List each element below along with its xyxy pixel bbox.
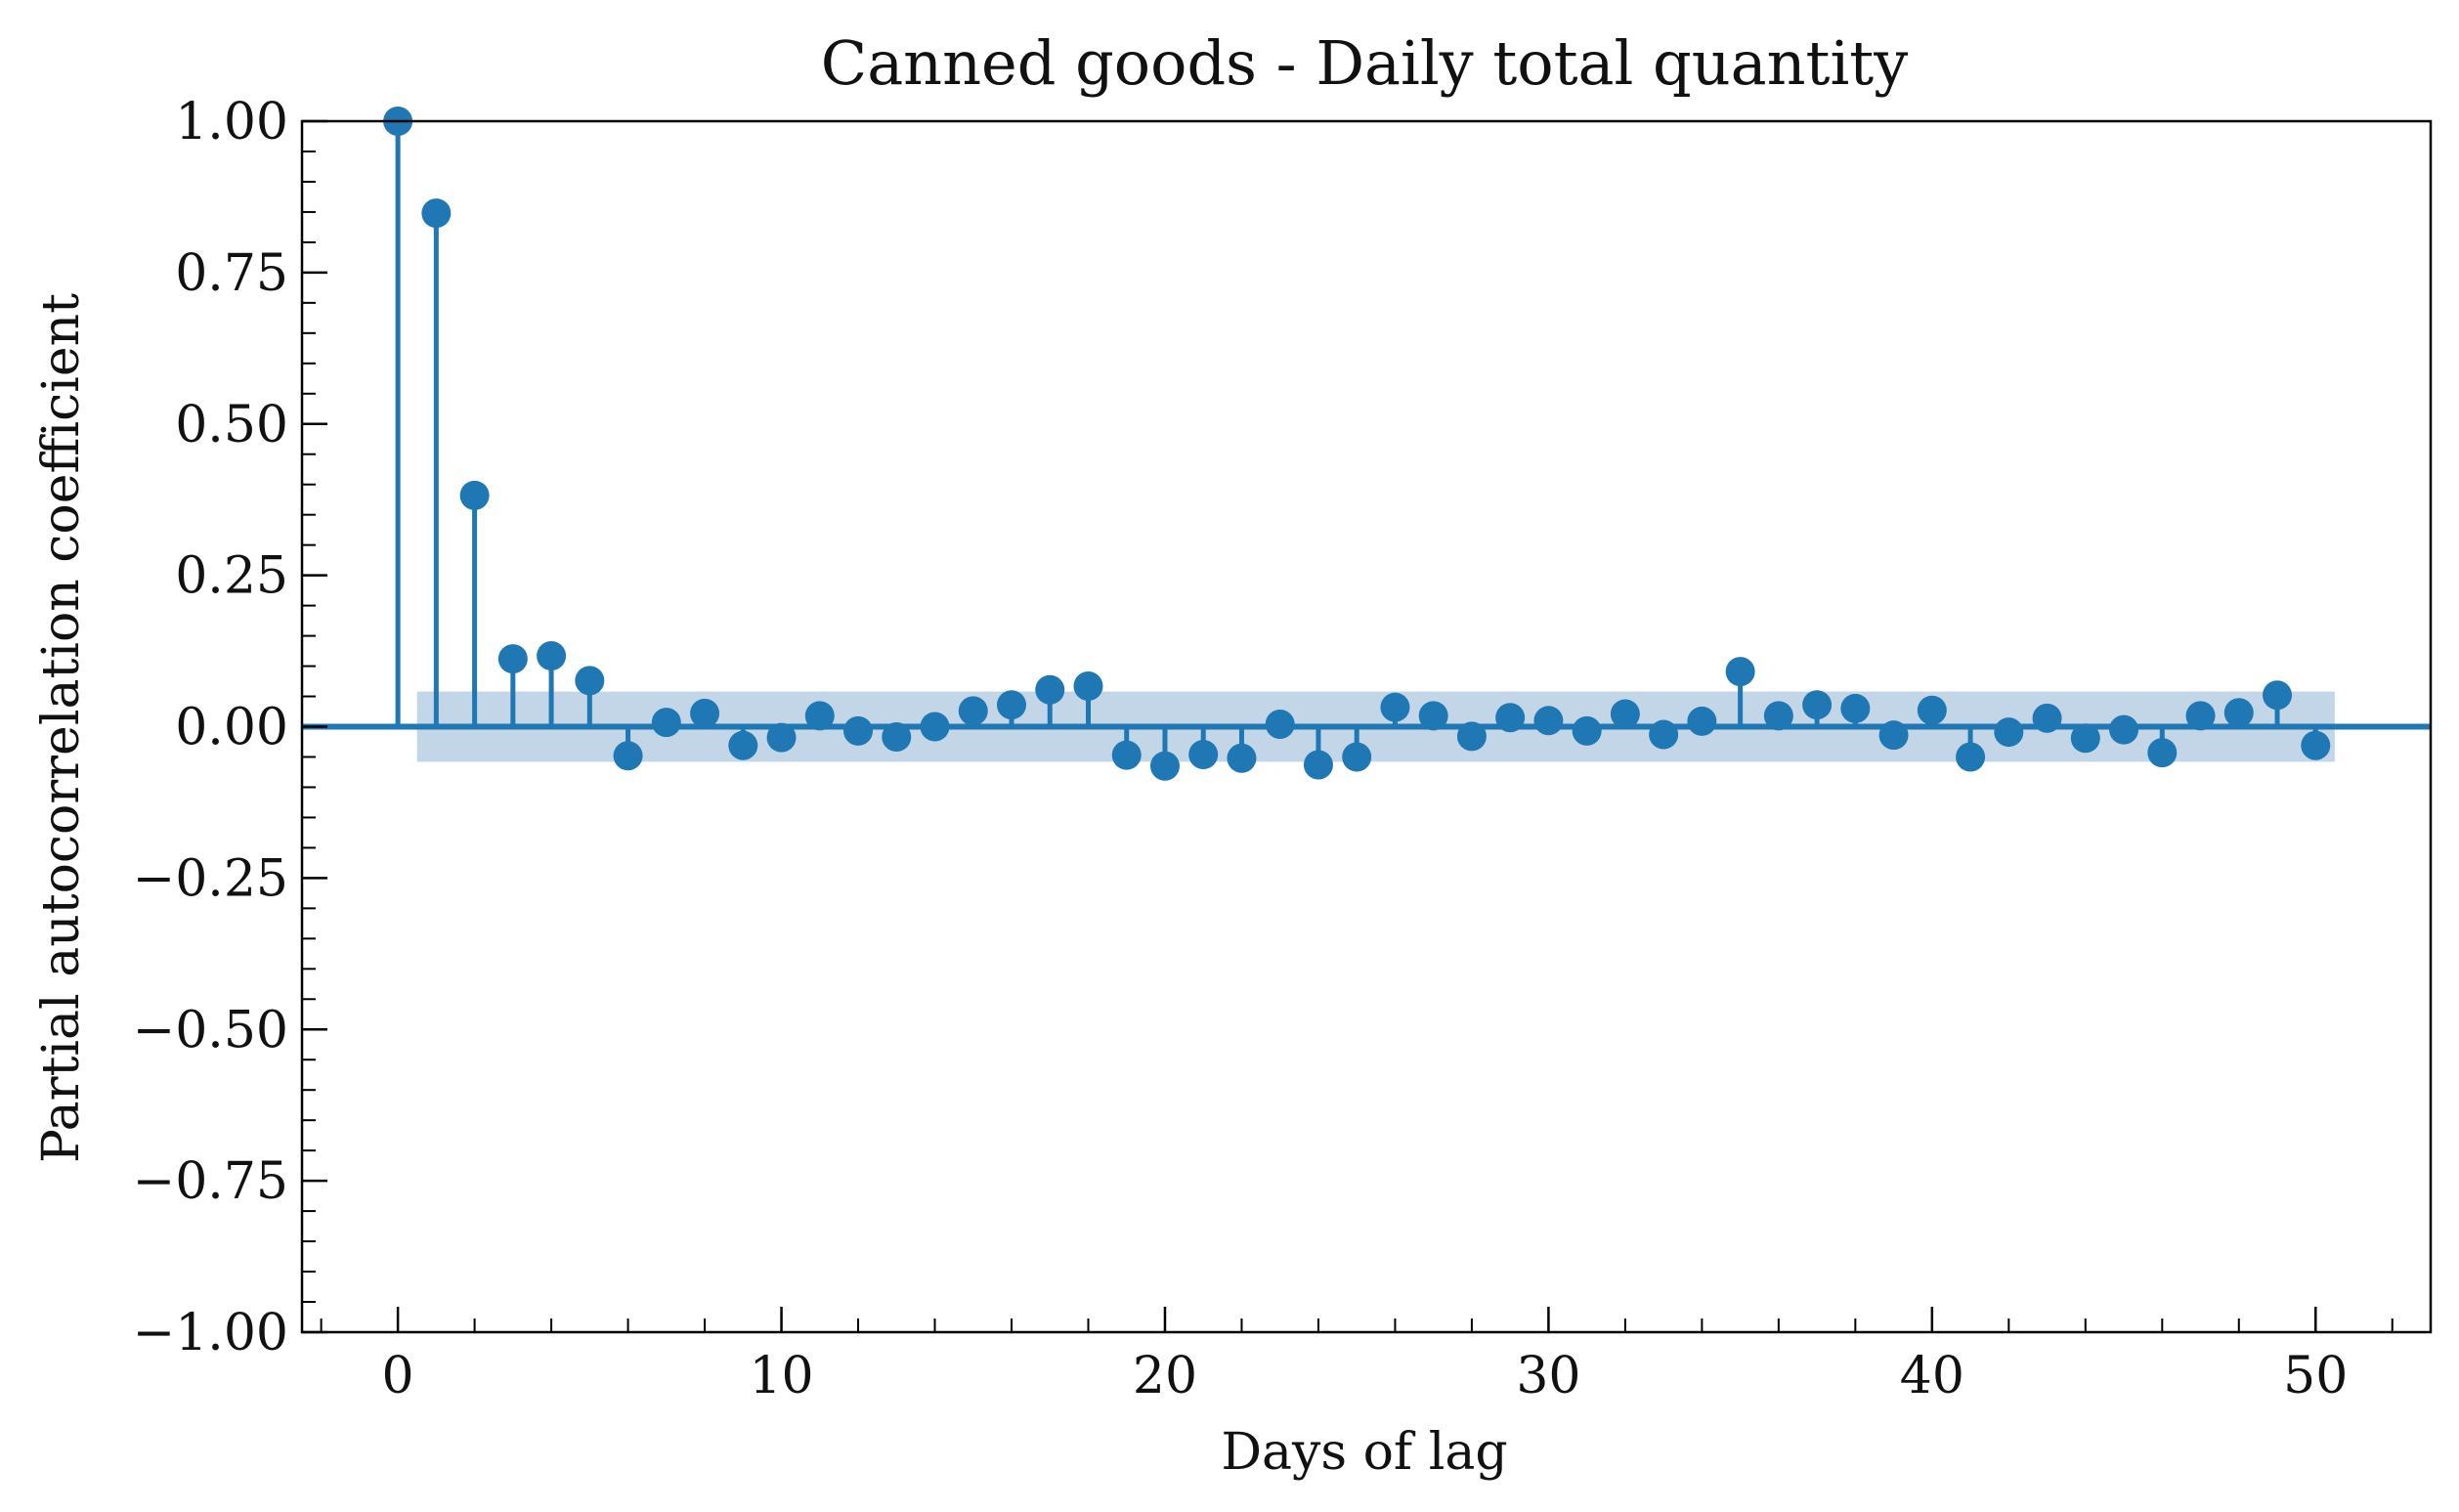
marker-lag-12: [843, 715, 874, 746]
marker-lag-28: [1456, 721, 1487, 752]
axes-layer: 1.00 0.75 0.50 0.25 0.00 −0.25 −0.50 −0.75 −1.00…: [133, 93, 2433, 1405]
y-axis-label: Partial autocorrelation coefficient: [32, 293, 91, 1163]
y-tick-label: −1.00: [133, 1304, 288, 1362]
marker-lag-32: [1610, 699, 1640, 729]
marker-lag-43: [2032, 703, 2062, 733]
marker-lag-50: [2301, 730, 2331, 760]
x-tick-label: 20: [1133, 1347, 1197, 1405]
x-tick-label: 50: [2283, 1347, 2348, 1405]
x-tick-label: 30: [1516, 1347, 1580, 1405]
marker-lag-44: [2070, 723, 2100, 754]
y-tick-label: −0.50: [133, 1001, 288, 1059]
marker-lag-15: [958, 696, 988, 726]
marker-lag-38: [1840, 693, 1871, 723]
marker-lag-29: [1495, 703, 1526, 733]
marker-lag-26: [1380, 692, 1410, 722]
marker-lag-41: [1956, 742, 1986, 772]
marker-lag-35: [1725, 657, 1755, 687]
marker-lag-19: [1111, 740, 1142, 770]
marker-lag-33: [1649, 719, 1679, 750]
x-axis-label: Days of lag: [1221, 1423, 1507, 1482]
marker-lag-11: [804, 701, 835, 731]
marker-lag-1: [421, 198, 452, 229]
marker-lag-40: [1917, 695, 1947, 725]
stem-layer: [395, 121, 2318, 766]
marker-layer: [383, 107, 2331, 781]
marker-lag-20: [1149, 751, 1180, 781]
marker-lag-25: [1342, 742, 1372, 772]
x-tick-label: 40: [1900, 1347, 1964, 1405]
marker-lag-27: [1418, 701, 1448, 731]
marker-lag-9: [728, 730, 758, 760]
marker-lag-39: [1878, 720, 1909, 751]
marker-lag-49: [2263, 680, 2293, 711]
marker-lag-42: [1994, 717, 2024, 748]
marker-lag-21: [1188, 739, 1219, 769]
marker-lag-6: [613, 741, 643, 771]
marker-lag-18: [1073, 670, 1103, 701]
marker-lag-31: [1572, 715, 1602, 746]
y-tick-label: 1.00: [175, 93, 288, 151]
x-tick-label: 0: [382, 1347, 414, 1405]
marker-lag-14: [920, 712, 950, 742]
marker-lag-3: [497, 644, 528, 674]
marker-lag-10: [766, 722, 797, 753]
marker-lag-13: [882, 722, 912, 753]
marker-lag-23: [1265, 710, 1295, 740]
marker-lag-48: [2223, 698, 2254, 728]
marker-lag-4: [537, 641, 567, 671]
marker-lag-17: [1035, 674, 1065, 705]
chart-title: Canned goods - Daily total quantity: [821, 27, 1909, 99]
marker-lag-46: [2147, 738, 2178, 768]
marker-lag-2: [459, 480, 490, 510]
marker-lag-37: [1802, 690, 1833, 720]
y-tick-label: 0.50: [175, 396, 288, 454]
marker-lag-45: [2109, 714, 2139, 745]
marker-lag-16: [997, 690, 1026, 720]
marker-lag-36: [1763, 701, 1793, 731]
marker-lag-5: [575, 666, 605, 696]
y-tick-label: −0.25: [133, 849, 288, 908]
marker-lag-30: [1533, 706, 1564, 736]
marker-lag-47: [2185, 701, 2216, 731]
marker-lag-7: [651, 708, 681, 738]
marker-lag-22: [1227, 743, 1257, 773]
marker-lag-24: [1303, 750, 1333, 780]
marker-lag-8: [690, 698, 720, 728]
y-tick-label: 0.25: [175, 547, 288, 606]
marker-lag-34: [1687, 706, 1717, 736]
x-tick-label: 10: [749, 1347, 813, 1405]
y-tick-label: 0.00: [175, 699, 288, 757]
y-tick-label: 0.75: [175, 244, 288, 303]
y-tick-label: −0.75: [133, 1152, 288, 1211]
